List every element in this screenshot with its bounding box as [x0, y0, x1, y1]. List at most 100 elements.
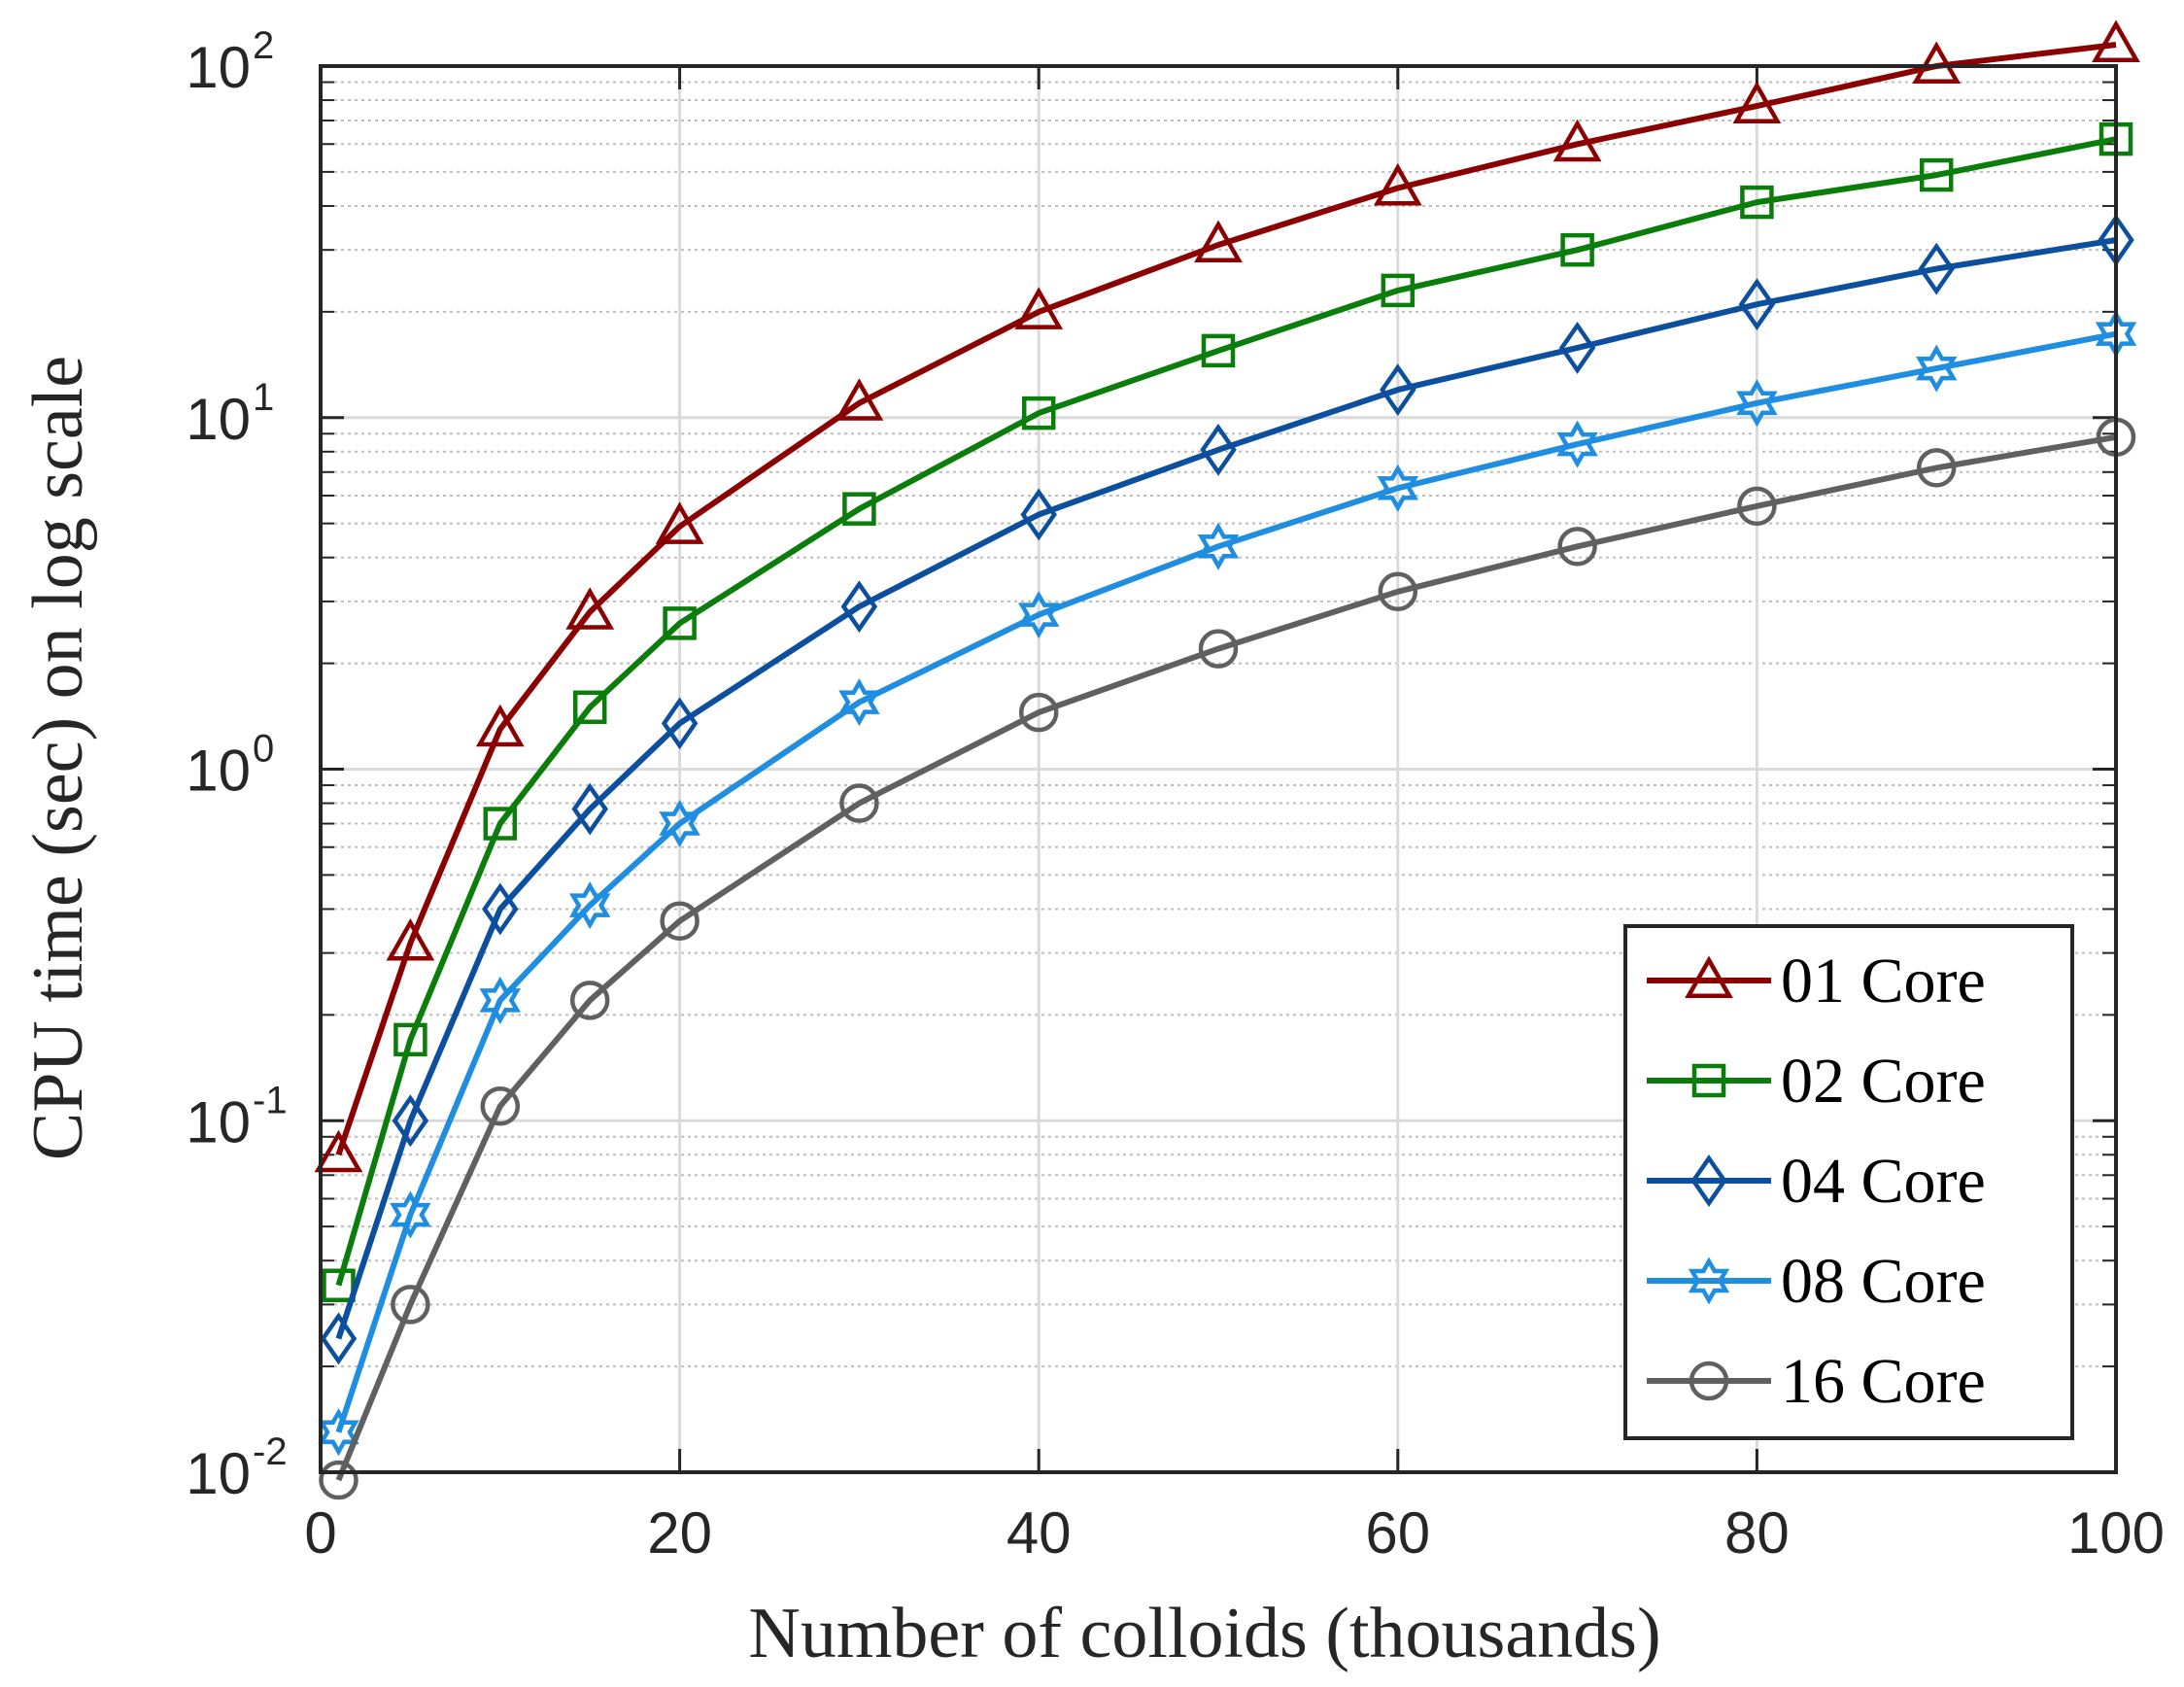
- diamond-marker: [1020, 488, 1057, 541]
- triangle-marker: [565, 587, 615, 630]
- circle-marker: [660, 901, 700, 941]
- legend-entry: 02 Core: [1647, 1046, 1986, 1117]
- legend-label: 04 Core: [1781, 1146, 1986, 1217]
- circle-marker: [1557, 527, 1597, 567]
- series-line: [335, 136, 2117, 1287]
- diamond-marker: [571, 782, 608, 836]
- square-marker: [1381, 273, 1416, 308]
- legend-label: 02 Core: [1781, 1046, 1986, 1117]
- triangle-marker: [475, 704, 525, 747]
- x-tick-label: 60: [1365, 1500, 1430, 1566]
- square-marker: [483, 807, 518, 841]
- series-line: [335, 330, 2117, 1433]
- x-tick-label: 40: [1007, 1500, 1072, 1566]
- y-tick-exponent: 1: [253, 376, 274, 419]
- diamond-marker: [1918, 242, 1955, 295]
- legend-label: 08 Core: [1781, 1246, 1986, 1317]
- legend-entry: 04 Core: [1647, 1146, 1986, 1217]
- hexagram-marker: [1197, 522, 1240, 570]
- square-marker: [1919, 157, 1954, 192]
- y-tick-label: 10: [186, 739, 251, 804]
- hexagram-marker: [390, 1190, 431, 1239]
- circle-marker: [1916, 448, 1957, 488]
- legend: 01 Core 02 Core 04 Core 08 Core 16 Core: [1623, 924, 2074, 1440]
- diamond-marker: [1690, 1154, 1727, 1207]
- triangle-marker: [1685, 955, 1733, 998]
- series-16-core: [319, 417, 2136, 1500]
- y-tick-exponent: -1: [253, 1079, 288, 1121]
- circle-marker: [319, 1460, 358, 1500]
- square-marker: [1560, 232, 1594, 267]
- circle-marker: [391, 1285, 430, 1325]
- circle-marker: [1018, 692, 1059, 733]
- x-tick-label: 80: [1724, 1500, 1790, 1566]
- series-line: [335, 237, 2117, 1340]
- triangle-marker: [2092, 19, 2140, 63]
- series-02-core: [322, 121, 2133, 1302]
- y-tick-exponent: -2: [253, 1430, 288, 1473]
- x-tick-label: 20: [647, 1500, 712, 1566]
- triangle-marker: [1194, 220, 1243, 262]
- circle-marker: [1689, 1360, 1729, 1401]
- legend-label: 01 Core: [1781, 946, 1986, 1016]
- hexagram-marker: [568, 881, 611, 930]
- series-08-core: [318, 310, 2137, 1457]
- hexagram-marker: [1377, 464, 1419, 512]
- series-line: [335, 42, 2117, 1156]
- diamond-marker: [1200, 423, 1237, 476]
- diamond-marker: [1558, 321, 1596, 374]
- square-marker: [572, 690, 607, 725]
- circle-marker: [1198, 629, 1239, 669]
- square-marker: [1740, 185, 1774, 220]
- diamond-marker: [320, 1312, 358, 1365]
- diamond-marker: [840, 580, 878, 634]
- y-tick-label: 10: [186, 35, 251, 100]
- triangle-marker: [1912, 41, 1962, 84]
- series-line: [335, 433, 2117, 1482]
- circle-marker: [569, 981, 610, 1020]
- x-tick-label: 100: [2067, 1500, 2165, 1566]
- diamond-marker: [661, 697, 699, 750]
- plot-frame: [319, 64, 2118, 1474]
- circle-marker: [480, 1086, 521, 1126]
- square-marker: [842, 492, 876, 526]
- triangle-marker: [314, 1129, 363, 1173]
- triangle-marker: [1553, 119, 1602, 162]
- hexagram-marker: [479, 976, 522, 1024]
- hexagram-marker: [1736, 379, 1778, 428]
- y-tick-label: 10: [186, 387, 251, 452]
- triangle-marker: [1732, 81, 1782, 124]
- triangle-marker: [835, 378, 884, 421]
- legend-entry: 16 Core: [1647, 1346, 1986, 1417]
- y-tick-exponent: 2: [253, 24, 274, 67]
- hexagram-marker: [1556, 420, 1598, 468]
- circle-marker: [839, 783, 879, 823]
- triangle-marker: [1014, 287, 1064, 329]
- legend-label: 16 Core: [1781, 1346, 1986, 1417]
- hexagram-marker: [1688, 1257, 1730, 1305]
- triangle-marker: [1373, 162, 1422, 206]
- circle-marker: [1378, 571, 1418, 612]
- series-01-core: [314, 19, 2140, 1173]
- square-marker: [1021, 396, 1056, 430]
- hexagram-marker: [1915, 344, 1958, 393]
- diamond-marker: [392, 1094, 429, 1148]
- triangle-marker: [386, 917, 435, 961]
- triangle-marker: [655, 501, 704, 544]
- x-tick-label: 0: [304, 1500, 336, 1566]
- diamond-marker: [1738, 278, 1776, 331]
- hexagram-marker: [1017, 591, 1060, 639]
- legend-entry: 01 Core: [1647, 946, 1986, 1016]
- square-marker: [1201, 333, 1236, 368]
- diamond-marker: [482, 882, 519, 936]
- x-axis-label: Number of colloids (thousands): [748, 1594, 1660, 1673]
- y-tick-exponent: 0: [253, 728, 274, 771]
- diamond-marker: [1380, 363, 1416, 417]
- y-tick-label: 10: [186, 1089, 251, 1154]
- hexagram-marker: [838, 678, 880, 727]
- square-marker: [1691, 1063, 1726, 1098]
- square-marker: [663, 606, 697, 640]
- y-axis-label: CPU time (sec) on log scale: [18, 356, 98, 1160]
